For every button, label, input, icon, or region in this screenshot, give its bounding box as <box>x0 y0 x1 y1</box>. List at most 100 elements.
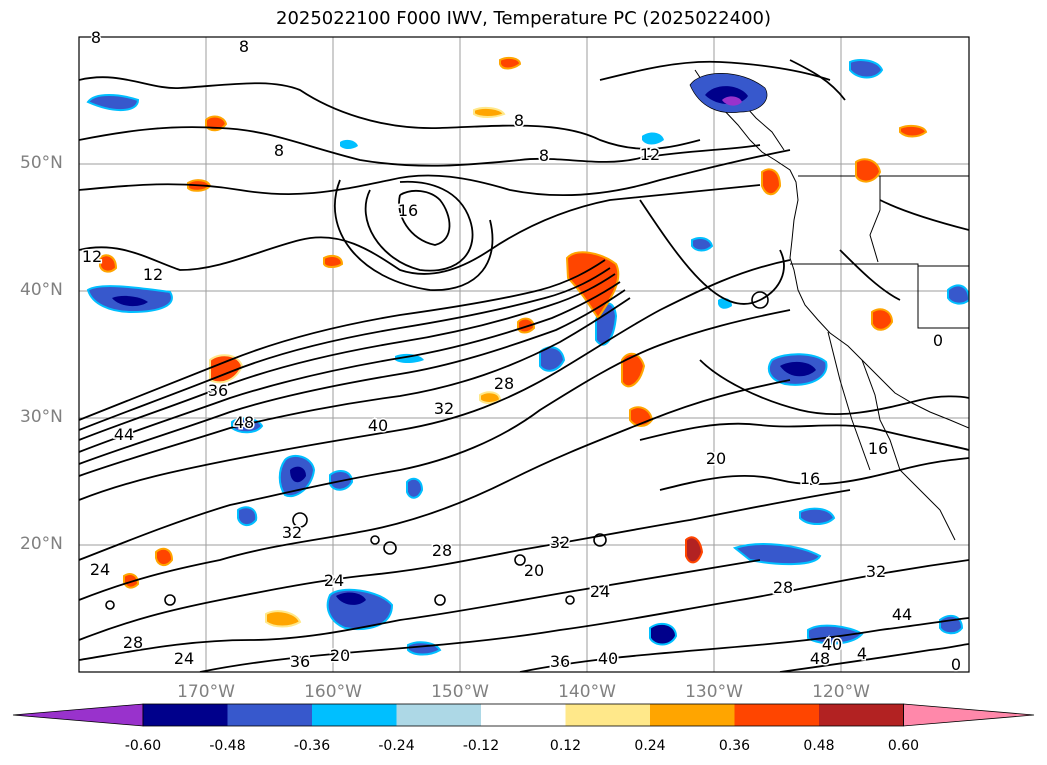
pos-anomaly-patch <box>99 254 118 273</box>
contour-label: 12 <box>640 145 660 164</box>
pos-anomaly-patch <box>265 610 302 628</box>
lat-label-40n: 40°N <box>20 280 63 300</box>
contour-label: 40 <box>822 635 842 654</box>
colorbar-tick-label: -0.24 <box>378 738 415 754</box>
pos-anomaly-patch <box>473 106 506 118</box>
contour-label: 20 <box>330 646 350 665</box>
neg-anomaly-patch <box>86 94 140 112</box>
colorbar-bin <box>143 704 228 726</box>
colorbar-tick-label: -0.60 <box>124 738 162 754</box>
contour-label: 24 <box>174 649 194 668</box>
colorbar-tick-label: -0.36 <box>293 738 331 754</box>
contour-label: 8 <box>539 146 549 165</box>
neg-anomaly-patch <box>780 361 816 377</box>
map-title: 2025022100 F000 IWV, Temperature PC (202… <box>276 8 771 29</box>
neg-anomaly-patch <box>691 237 714 252</box>
pos-anomaly-patch <box>323 255 344 268</box>
lat-label-50n: 50°N <box>20 153 63 173</box>
contour-label: 32 <box>434 399 454 418</box>
map-content <box>79 37 969 672</box>
colorbar-tick-label: 0.60 <box>887 738 920 754</box>
contour-label: 40 <box>598 649 618 668</box>
contour-label: 24 <box>590 582 610 601</box>
contour-label: 16 <box>398 201 418 220</box>
colorbar-tick-label: 0.12 <box>549 738 582 754</box>
neg-anomaly-patch <box>849 59 884 79</box>
colorbar-outline <box>142 703 904 727</box>
contour-label: 8 <box>239 37 249 56</box>
neg-anomaly-patch <box>336 592 366 605</box>
pos-anomaly-patch <box>155 547 174 566</box>
colorbar-extend-low <box>12 703 144 727</box>
neg-anomaly-patch <box>340 139 358 149</box>
pos-anomaly-patch <box>517 317 536 334</box>
contour-lines <box>79 59 969 672</box>
contour-label: 36 <box>208 381 228 400</box>
neg-anomaly-patch <box>642 132 664 145</box>
neg-anomaly-patch <box>732 543 822 566</box>
lon-label-160w: 160°W <box>304 682 362 702</box>
pos-anomaly-patch <box>761 168 782 196</box>
lat-label-20n: 20°N <box>20 534 63 554</box>
colorbar-bin <box>650 704 735 726</box>
pos-anomaly-patch <box>899 124 928 138</box>
contour-label: 36 <box>290 652 310 671</box>
contour-label: 28 <box>432 541 452 560</box>
contour-label: 0 <box>951 655 961 674</box>
lon-label-130w: 130°W <box>685 682 743 702</box>
neg-anomaly-patch <box>947 284 969 305</box>
colorbar-tick-label: -0.12 <box>462 738 500 754</box>
colorbar-bin <box>734 704 820 726</box>
colorbar-bin <box>396 704 482 726</box>
contour-label: 8 <box>274 141 284 160</box>
pos-anomaly-patch <box>209 354 244 384</box>
contour-label: 24 <box>90 560 110 579</box>
contour-label: 40 <box>368 416 388 435</box>
colorbar-tick-label: 0.36 <box>718 738 751 754</box>
contour-label: 20 <box>524 561 544 580</box>
contour-label: 28 <box>773 578 793 597</box>
contour-label: 8 <box>91 28 101 47</box>
contour-label: 12 <box>82 247 102 266</box>
pos-anomaly-patch <box>621 352 646 388</box>
colorbar-tick-label: 0.48 <box>803 738 835 754</box>
lat-label-30n: 30°N <box>20 407 63 427</box>
pos-anomaly-patch <box>855 158 882 183</box>
contour-label: 44 <box>892 605 912 624</box>
contour-label: 24 <box>324 571 344 590</box>
neg-anomaly-patch <box>237 506 258 526</box>
colorbar-bin <box>565 704 651 726</box>
map-frame <box>78 36 970 673</box>
neg-anomaly-patch <box>799 507 836 525</box>
contour-label: 20 <box>706 449 726 468</box>
lon-label-140w: 140°W <box>558 682 616 702</box>
contour-label: 28 <box>494 374 514 393</box>
colorbar-bin <box>312 704 397 726</box>
lon-label-170w: 170°W <box>177 682 235 702</box>
pos-anomaly-patch <box>499 56 522 70</box>
contour-label: 0 <box>933 331 943 350</box>
shaded-anomalies <box>86 56 969 656</box>
contour-label: 12 <box>143 265 163 284</box>
neg-anomaly-patch <box>290 466 306 483</box>
contour-label: 16 <box>868 439 888 458</box>
neg-anomaly-patch <box>395 353 424 363</box>
colorbar-tick-label: -0.48 <box>209 738 246 754</box>
lon-label-150w: 150°W <box>431 682 489 702</box>
contour-label: 4 <box>857 644 867 663</box>
neg-anomaly-patch <box>649 622 678 646</box>
contour-label: 28 <box>123 633 143 652</box>
colorbar-bin <box>481 704 566 726</box>
contour-label: 8 <box>514 111 524 130</box>
contour-label: 44 <box>114 425 134 444</box>
contour-label: 48 <box>234 413 254 432</box>
colorbar-bin <box>227 704 313 726</box>
contour-label: 32 <box>282 523 302 542</box>
contour-blobs <box>105 291 769 610</box>
contour-label: 16 <box>800 469 820 488</box>
colorbar-tick-label: 0.24 <box>634 738 666 754</box>
map-panel <box>78 36 970 673</box>
colorbar-extend-high <box>903 703 1035 727</box>
contour-label: 32 <box>550 533 570 552</box>
